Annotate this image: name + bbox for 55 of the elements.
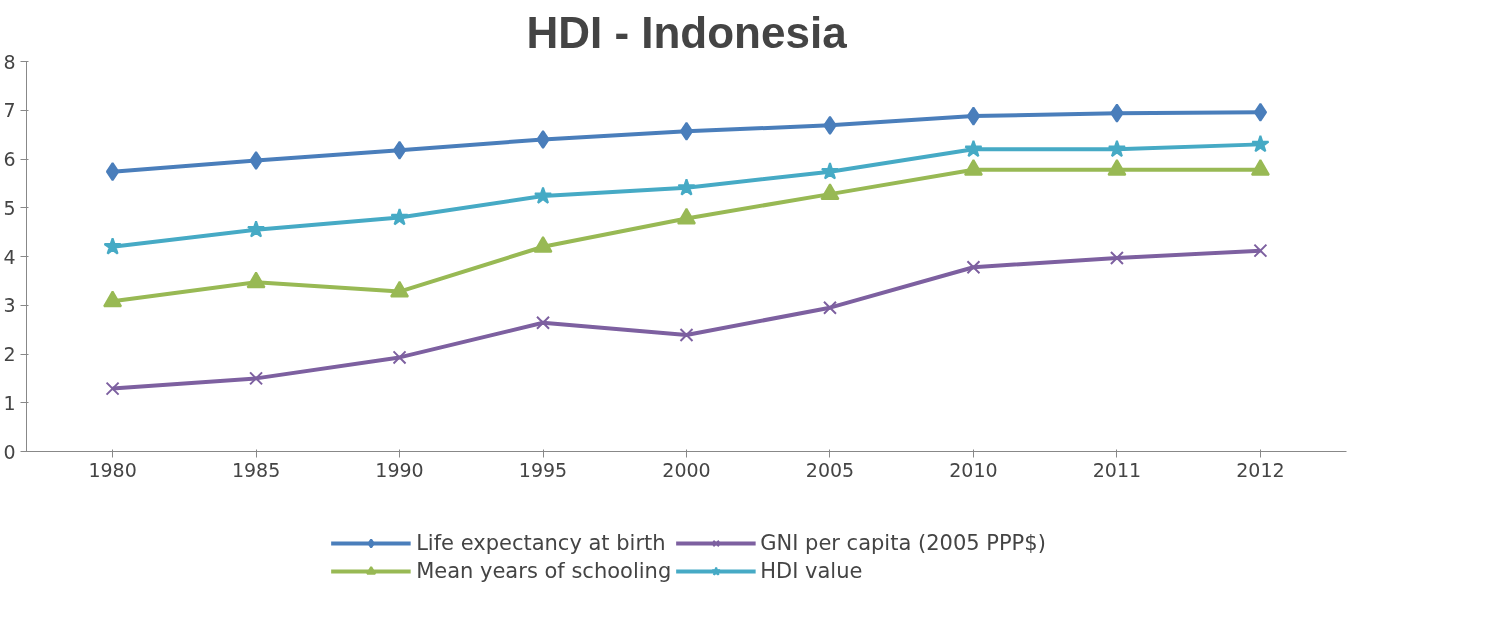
point — [677, 207, 696, 225]
y-tick-label: 3 — [3, 294, 16, 317]
point — [390, 280, 410, 298]
legend-label: Mean years of schooling — [416, 558, 672, 583]
point — [1251, 134, 1270, 153]
point — [533, 186, 553, 204]
point — [677, 178, 696, 196]
point — [105, 162, 120, 182]
x-tick-label: 1985 — [231, 458, 281, 481]
x-tick-label: 2010 — [949, 458, 998, 481]
point — [679, 327, 694, 342]
point — [1109, 250, 1124, 265]
y-tick-label: 8 — [3, 50, 16, 73]
point — [105, 381, 120, 396]
legend-label: HDI value — [760, 558, 863, 583]
point — [679, 121, 694, 141]
point — [536, 130, 550, 149]
y-tick-label: 2 — [3, 343, 16, 365]
x-tick-label: 1995 — [518, 458, 568, 481]
point — [1253, 243, 1268, 258]
point — [964, 139, 983, 158]
point — [249, 150, 263, 170]
x-tick-label: 2000 — [662, 458, 711, 481]
point — [1253, 102, 1268, 122]
y-tick-label: 0 — [3, 440, 16, 463]
legend-label: Life expectancy at birth — [416, 530, 666, 555]
point — [1110, 103, 1124, 123]
point — [392, 350, 407, 365]
point — [823, 115, 837, 135]
point — [822, 300, 837, 315]
x-tick-label: 2005 — [805, 458, 855, 481]
point — [1107, 139, 1127, 158]
x-tick-label: 1990 — [375, 458, 424, 481]
y-tick-label: 1 — [3, 391, 16, 414]
point — [392, 140, 407, 160]
x-tick-label: 1980 — [88, 458, 137, 481]
y-tick-label: 4 — [3, 245, 16, 268]
y-tick-label: 6 — [3, 148, 16, 170]
x-tick-label: 2012 — [1236, 458, 1285, 481]
point — [246, 220, 266, 238]
legend-label: GNI per capita (2005 PPP$) — [760, 530, 1046, 555]
point — [536, 315, 551, 330]
y-tick-label: 5 — [3, 196, 16, 219]
chart-title: HDI - Indonesia — [526, 7, 848, 57]
y-tick-label: 7 — [3, 99, 16, 122]
x-tick-label: 2011 — [1092, 458, 1142, 481]
point — [249, 371, 264, 386]
point — [820, 183, 840, 201]
point — [966, 106, 981, 126]
point — [820, 162, 840, 180]
point — [390, 208, 409, 226]
point — [103, 237, 122, 255]
point — [966, 260, 981, 275]
point — [103, 290, 123, 308]
point — [246, 271, 266, 289]
